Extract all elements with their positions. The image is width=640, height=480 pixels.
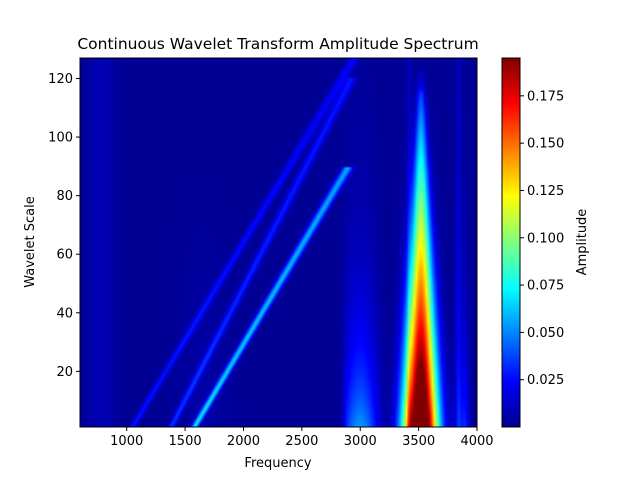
heatmap-image: [80, 58, 477, 427]
colorbar-tick-label: 0.100: [527, 231, 564, 246]
colorbar-gradient: [501, 57, 521, 428]
colorbar-tick-label: 0.175: [527, 89, 564, 104]
chart-title: Continuous Wavelet Transform Amplitude S…: [77, 35, 478, 53]
x-axis-label: Frequency: [244, 456, 311, 471]
y-tick-label: 120: [48, 72, 73, 87]
x-tick-label: 4000: [460, 434, 493, 449]
y-tick-label: 60: [56, 248, 73, 263]
y-axis: 20 40 60 80 100 120: [48, 72, 80, 380]
y-axis-label: Wavelet Scale: [23, 196, 38, 288]
colorbar-label: Amplitude: [575, 209, 590, 276]
y-tick-label: 20: [56, 365, 73, 380]
colorbar-tick-label: 0.025: [527, 373, 564, 388]
colorbar-tick-label: 0.150: [527, 137, 564, 152]
x-tick-label: 2000: [227, 434, 260, 449]
y-tick-label: 100: [48, 131, 73, 146]
colorbar-tick-label: 0.050: [527, 326, 564, 341]
y-tick-label: 40: [56, 306, 73, 321]
heatmap-plot-area: [79, 57, 478, 428]
colorbar-ticks: 0.025 0.050 0.075 0.100 0.125 0.150 0.175: [520, 89, 564, 388]
x-tick-label: 1500: [169, 434, 202, 449]
x-tick-label: 1000: [110, 434, 143, 449]
plot-frame: [79, 57, 478, 428]
colorbar: 0.025 0.050 0.075 0.100 0.125 0.150 0.175 Ampl…: [501, 57, 590, 428]
x-tick-label: 3500: [402, 434, 435, 449]
x-tick-label: 3000: [344, 434, 377, 449]
x-axis: 1000 1500 2000 2500 3000 3500 4000: [110, 427, 494, 449]
y-tick-label: 80: [56, 189, 73, 204]
colorbar-tick-label: 0.075: [527, 279, 564, 294]
colorbar-tick-label: 0.125: [527, 184, 564, 199]
x-tick-label: 2500: [285, 434, 318, 449]
